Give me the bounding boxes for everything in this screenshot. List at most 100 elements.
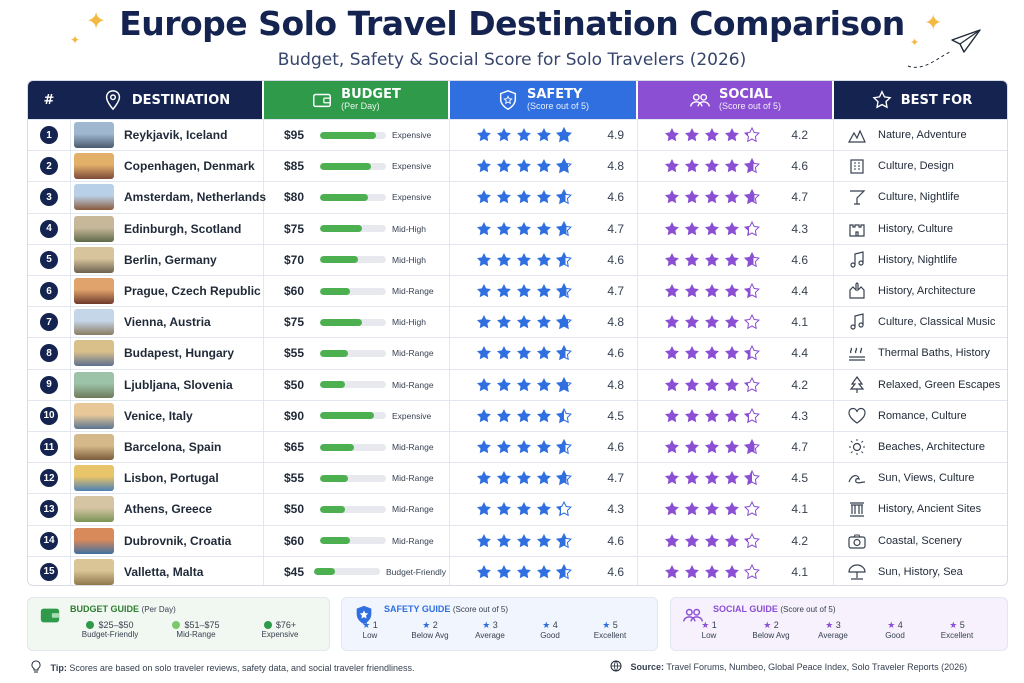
budget-level: Mid-Range [392,504,434,515]
building-icon [850,159,864,174]
star-icon [665,252,679,267]
star-icon: ★ [887,620,896,630]
budget-price: $60 [284,533,305,548]
destination-thumbnail [74,496,114,523]
destination-thumbnail [74,402,114,429]
destination-name: Copenhagen, Denmark [124,159,255,174]
table-row: 15 Valletta, Malta $45 Budget-Friendly 4… [28,555,1007,585]
best-for-label: Culture, Classical Music [878,316,996,329]
star-icon [477,284,491,298]
budget-level: Mid-Range [392,348,434,359]
budget-guide: BUDGET GUIDE (Per Day) $25–$50 Budget-Fri… [27,597,330,651]
people-icon [683,608,703,622]
star-icon: ★ [542,620,551,630]
best-for-label: Nature, Adventure [878,129,967,142]
table-row: 13 Athens, Greece $50 Mid-Range 4.3 4.1 … [28,493,1007,524]
rank-badge: 11 [40,438,58,457]
star-icon [556,470,572,486]
social-score: 4.1 [791,315,808,330]
star-icon [685,190,699,204]
star-icon [477,533,491,547]
star-icon [477,377,491,391]
social-guide-item: ★ 5 Excellent [940,620,974,640]
social-stars [664,345,764,361]
best-for-label: Culture, Design [878,160,954,173]
star-icon [477,128,491,142]
table-row: 5 Berlin, Germany $70 Mid-High 4.6 4.6 H… [28,243,1007,275]
destination-name: Barcelona, Spain [124,440,222,455]
lightbulb-icon [31,660,41,673]
destination-thumbnail [74,371,114,398]
budget-level: Mid-High [392,317,427,328]
star-icon [517,315,531,329]
star-icon [744,314,760,330]
star-icon [517,533,531,547]
social-stars [664,127,764,143]
column-icon [850,502,864,518]
star-icon [665,190,679,204]
table-row: 10 Venice, Italy $90 Expensive 4.5 4.3 R… [28,399,1007,431]
destination-thumbnail [74,278,114,305]
page-subtitle: Budget, Safety & Social Score for Solo T… [277,50,747,70]
safety-stars [476,470,576,486]
budget-level: Mid-Range [392,473,434,484]
paper-plane-icon [907,29,981,68]
sparkle-icon: ✦ [70,33,81,47]
star-icon: ★ [949,620,958,630]
best-for-label: Culture, Nightlife [878,191,960,204]
star-icon [665,471,679,485]
budget-bar [320,131,386,139]
destination-thumbnail [74,309,114,336]
star-icon [665,159,679,173]
budget-level: Expensive [392,161,432,172]
star-icon [744,251,760,268]
best-for-label: Coastal, Scenery [878,534,962,547]
star-icon: ★ [482,620,491,630]
table-row: 2 Copenhagen, Denmark $85 Expensive 4.8 … [28,150,1007,181]
star-icon [725,377,739,391]
destination-thumbnail [74,527,114,554]
budget-price: $65 [284,440,305,455]
table-row: 1 Reykjavik, Iceland $95 Expensive 4.9 4… [28,119,1007,150]
social-score: 4.5 [791,471,808,486]
rank-badge: 3 [40,188,58,207]
social-score: 4.4 [791,284,808,299]
sparkle-icon: ✦ [86,8,107,35]
best-for-label: History, Culture [878,222,953,235]
budget-price: $80 [284,190,305,205]
star-icon [744,220,760,236]
safety-guide-item: ★ 1 Low [362,620,378,640]
rank-badge: 12 [40,469,58,488]
budget-price: $90 [284,408,305,423]
social-score: 4.7 [791,440,808,455]
safety-stars [476,189,576,205]
star-icon [705,471,719,485]
best-for-label: Sun, Views, Culture [878,472,975,485]
rank-badge: 4 [40,219,58,238]
destination-thumbnail [74,215,114,242]
star-icon [497,346,511,360]
star-icon [725,221,739,235]
header-social: SOCIAL (Score out of 5) [638,81,832,119]
budget-guide-item: $51–$75 Mid-Range [156,620,236,639]
star-icon: ★ [763,620,772,630]
sparkle-icon: ✦ [924,10,943,35]
shield-icon [356,605,372,625]
safety-score: 4.3 [607,502,624,517]
star-icon [556,439,572,455]
star-icon [685,159,699,173]
social-score: 4.7 [791,190,808,205]
budget-price: $85 [284,159,305,174]
star-icon [556,251,572,268]
budget-bar [320,505,386,513]
star-icon [497,284,511,298]
rank-badge: 2 [40,157,58,176]
star-icon [665,128,679,142]
star-icon [744,283,760,299]
tip-note: Tip: Scores are based on solo traveler r… [30,660,415,674]
wallet-icon [40,608,60,623]
destination-name: Reykjavik, Iceland [124,128,228,143]
budget-level: Expensive [392,410,432,421]
budget-bar [320,474,386,482]
star-icon [725,315,739,329]
